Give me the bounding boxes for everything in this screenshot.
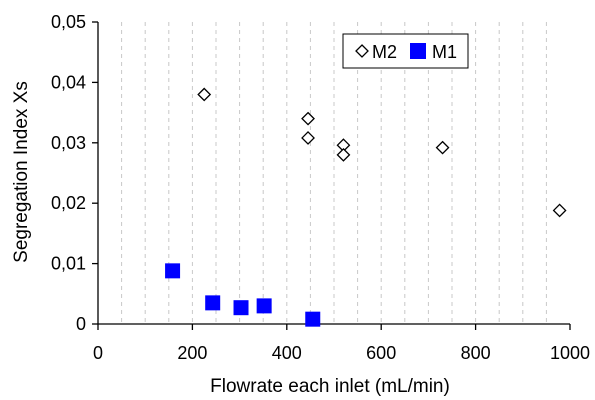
x-tick-label: 400 <box>272 343 302 363</box>
x-tick-label: 800 <box>461 343 491 363</box>
data-point-m1 <box>165 263 181 279</box>
data-point-m1 <box>256 298 272 314</box>
data-point-m1 <box>233 300 249 316</box>
legend-label-m1: M1 <box>432 42 457 62</box>
data-points <box>165 87 567 327</box>
y-tick-label: 0,04 <box>51 72 86 92</box>
x-tick-label: 0 <box>93 343 103 363</box>
data-point-m2 <box>552 203 567 218</box>
x-axis-ticks: 0 200 400 600 800 1000 <box>93 324 590 363</box>
data-point-m2 <box>301 131 315 145</box>
grid-lines <box>121 22 547 324</box>
legend: M2 M1 <box>342 33 469 69</box>
data-point-m2 <box>336 147 351 162</box>
data-point-m2 <box>301 111 315 126</box>
x-tick-label: 1000 <box>550 343 590 363</box>
y-tick-label: 0,02 <box>51 193 86 213</box>
legend-diamond-icon <box>355 44 369 58</box>
data-point-m2 <box>435 140 450 155</box>
x-axis-title: Flowrate each inlet (mL/min) <box>210 376 450 397</box>
x-tick-label: 600 <box>366 343 396 363</box>
data-point-m1 <box>305 311 321 327</box>
data-point-m1 <box>205 295 221 311</box>
data-point-m2 <box>197 87 212 102</box>
x-tick-label: 200 <box>177 343 207 363</box>
legend-label-m2: M2 <box>372 42 397 62</box>
y-axis-title: Segregation Index Xs <box>11 81 32 263</box>
y-tick-label: 0,01 <box>51 254 86 274</box>
y-tick-label: 0,05 <box>51 12 86 32</box>
y-axis-ticks: 0 0,01 0,02 0,03 0,04 0,05 <box>51 12 98 334</box>
y-tick-label: 0,03 <box>51 133 86 153</box>
legend-square-icon <box>410 43 426 59</box>
y-tick-label: 0 <box>76 314 86 334</box>
